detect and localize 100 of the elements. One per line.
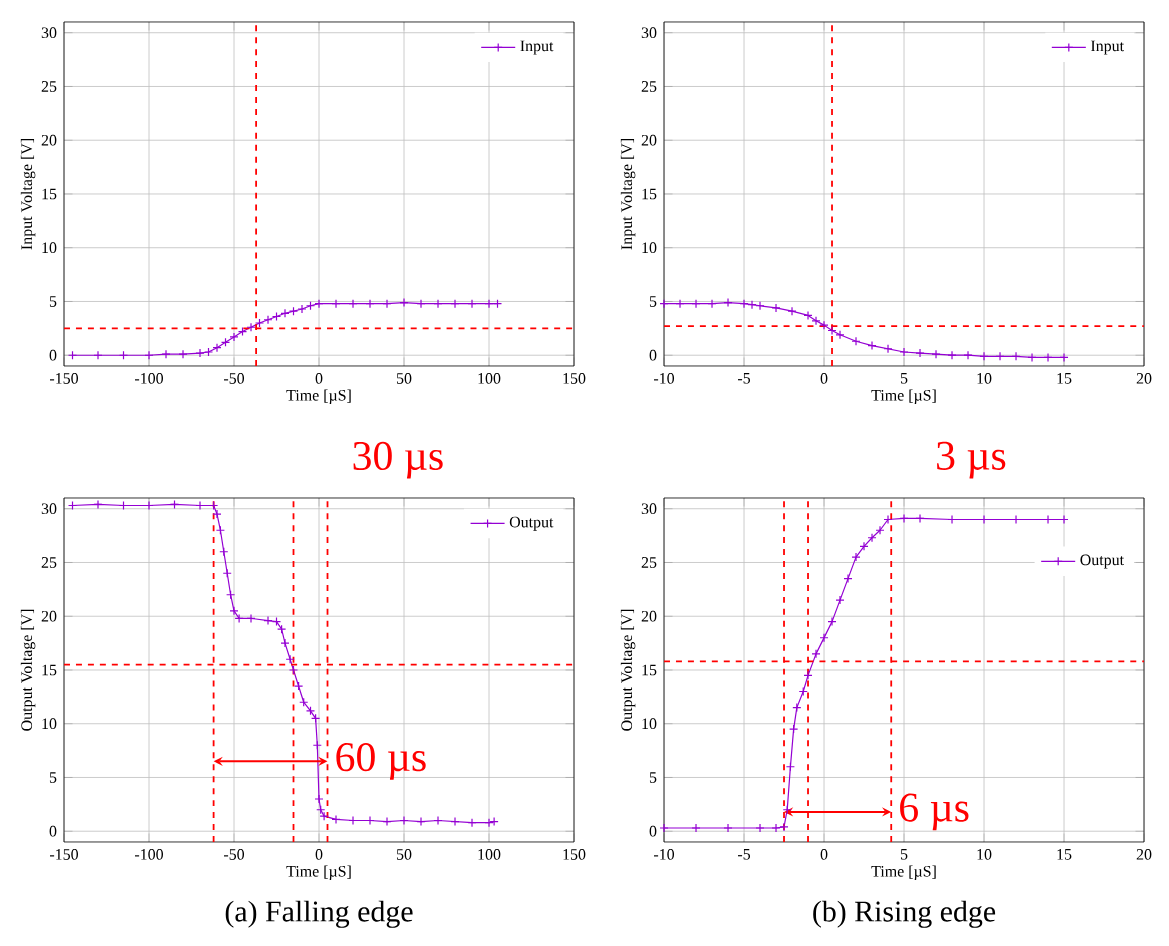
y-tick-label: 20 — [41, 610, 57, 622]
x-axis-title: Time [µS] — [871, 389, 936, 404]
point — [867, 533, 877, 543]
x-tick-label: -100 — [134, 849, 164, 860]
x-tick-label: 100 — [478, 849, 501, 860]
point — [399, 297, 409, 308]
point — [280, 638, 290, 648]
point — [789, 724, 799, 734]
x-tick-label: 15 — [1057, 373, 1072, 384]
y-tick-label: 20 — [641, 134, 657, 146]
x-axis-title: Time [µS] — [286, 389, 351, 404]
point — [382, 299, 392, 309]
point — [234, 613, 244, 623]
y-tick-label: 0 — [49, 825, 57, 837]
point — [827, 325, 837, 336]
x-tick-label: 0 — [315, 849, 323, 860]
x-tick-label: 10 — [977, 849, 992, 860]
x-tick-label: -50 — [223, 373, 245, 384]
point — [947, 350, 957, 360]
point — [254, 318, 265, 328]
point — [691, 299, 701, 309]
x-tick-label: 150 — [563, 373, 586, 384]
y-tick-label: 20 — [41, 134, 57, 146]
legend-label: Output — [1080, 554, 1124, 569]
point — [835, 595, 845, 605]
point — [755, 301, 765, 311]
point — [875, 525, 885, 535]
point — [331, 299, 341, 309]
point — [294, 681, 304, 691]
point — [288, 665, 299, 675]
x-axis-title: Time [µS] — [871, 865, 936, 880]
point — [899, 513, 909, 524]
point — [450, 299, 460, 309]
point — [467, 818, 477, 828]
point — [93, 350, 103, 360]
point — [246, 613, 256, 623]
point — [723, 297, 733, 308]
point — [899, 347, 909, 357]
point — [161, 349, 171, 359]
y-tick-label: 20 — [641, 610, 657, 622]
y-tick-label: 25 — [41, 81, 57, 92]
x-tick-label: -5 — [737, 373, 751, 384]
y-axis-title: Input Voltage [V] — [620, 139, 636, 250]
point — [1059, 352, 1069, 362]
point — [755, 823, 765, 833]
x-axis-title: Time [µS] — [286, 865, 351, 880]
y-tick-label: 10 — [42, 718, 57, 730]
point — [450, 816, 460, 827]
point — [867, 340, 877, 351]
y-tick-label: 15 — [42, 664, 57, 676]
y-tick-label: 0 — [49, 349, 57, 361]
point — [931, 349, 941, 359]
point — [811, 649, 821, 659]
point — [297, 304, 307, 314]
y-tick-label: 5 — [649, 296, 657, 307]
point — [803, 670, 813, 680]
x-tick-label: 50 — [396, 849, 412, 860]
point — [859, 541, 869, 551]
x-tick-label: 15 — [1057, 849, 1072, 860]
point — [416, 816, 426, 827]
point — [843, 574, 853, 584]
point — [467, 299, 477, 309]
x-tick-label: 150 — [563, 849, 586, 860]
x-tick-label: 0 — [820, 849, 828, 860]
x-tick-label: -150 — [49, 373, 79, 384]
point — [263, 615, 273, 626]
text: 3 µs — [937, 441, 1006, 479]
x-tick-label: -100 — [134, 373, 164, 384]
point — [416, 299, 426, 309]
point — [835, 330, 845, 340]
x-tick-label: 50 — [396, 373, 412, 384]
point — [288, 306, 299, 316]
text: (b) Rising edge — [813, 900, 996, 928]
y-tick-label: 5 — [49, 296, 57, 307]
point — [915, 348, 925, 358]
x-tick-label: 0 — [820, 373, 828, 384]
point — [819, 633, 829, 643]
point — [851, 552, 861, 562]
point — [1043, 352, 1053, 362]
x-tick-label: 10 — [977, 373, 992, 384]
legend-label: Input — [1090, 40, 1124, 55]
point — [771, 823, 781, 833]
point — [399, 815, 409, 826]
point — [883, 514, 893, 525]
y-tick-label: 10 — [642, 718, 657, 730]
point — [771, 303, 781, 313]
x-tick-label: 0 — [315, 373, 323, 384]
point — [203, 347, 214, 357]
point — [433, 299, 443, 309]
point — [246, 322, 256, 332]
point — [979, 351, 989, 361]
point — [365, 299, 375, 309]
y-tick-label: 30 — [641, 503, 657, 515]
text: (a) Falling edge — [225, 900, 413, 928]
x-tick-label: -10 — [653, 849, 675, 860]
point — [819, 320, 829, 330]
point — [484, 299, 494, 309]
x-tick-label: 5 — [900, 373, 908, 384]
point — [314, 299, 324, 309]
point — [827, 617, 837, 627]
